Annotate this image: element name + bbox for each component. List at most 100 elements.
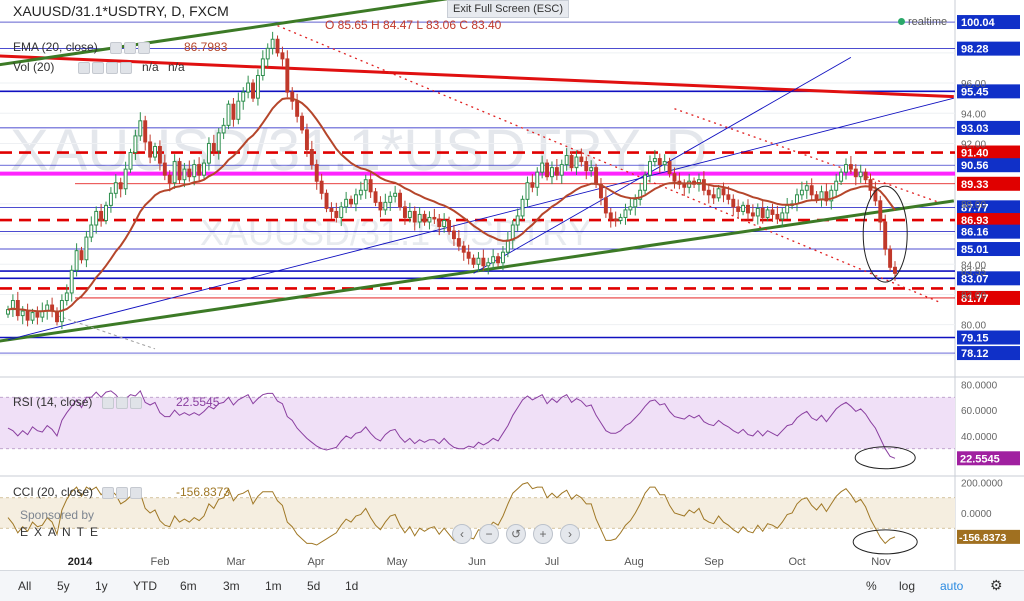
candle-body: [182, 168, 187, 181]
candle-body: [775, 213, 780, 220]
zoom-out-icon[interactable]: −: [479, 524, 499, 544]
x-axis-label: Jul: [545, 556, 559, 568]
range-6m[interactable]: 6m: [180, 579, 197, 593]
candle-body: [236, 100, 241, 120]
candle-body: [309, 149, 314, 166]
candle-body: [74, 250, 79, 271]
candle-body: [157, 145, 162, 164]
price-label: 81.77: [961, 293, 989, 305]
price-label: 79.15: [961, 333, 989, 345]
ema-hide-icon[interactable]: [124, 42, 136, 54]
ema-legend: EMA (20, close): [13, 40, 98, 54]
price-chart[interactable]: XAUUSD/31.1*USDTRY, DXAUUSD/31.1*USDTRY1…: [0, 0, 1024, 570]
candle-body: [324, 192, 329, 209]
candle-body: [221, 124, 226, 134]
candle-body: [275, 38, 280, 54]
range-5y[interactable]: 5y: [57, 579, 70, 593]
price-label-box: [957, 120, 1020, 135]
candle-body: [564, 155, 569, 166]
candle-body: [344, 198, 349, 208]
chevron-right-icon[interactable]: ›: [560, 524, 580, 544]
candle-body: [559, 164, 564, 176]
price-tick: 88.00: [961, 200, 986, 211]
price-label-box: [957, 242, 1020, 257]
x-axis-label: Apr: [307, 556, 324, 568]
vol-settings-icon[interactable]: [78, 62, 90, 74]
candle-body: [295, 100, 300, 117]
candle-body: [633, 198, 638, 208]
candle-body: [133, 135, 138, 154]
x-axis-label: Mar: [227, 556, 246, 568]
range-1d[interactable]: 1d: [345, 579, 359, 593]
sponsor-logo[interactable]: EXANTE: [20, 525, 105, 539]
candle-body: [603, 197, 608, 214]
candle-body: [540, 162, 545, 173]
candle-body: [701, 179, 706, 191]
zoom-in-icon[interactable]: +: [533, 524, 553, 544]
cci-close-icon[interactable]: [130, 487, 142, 499]
candle-body: [809, 185, 814, 196]
vol-value-1: n/a: [142, 60, 159, 74]
green-support-line: [0, 199, 955, 343]
bottom-toolbar: All 5y 1y YTD 6m 3m 1m 5d 1d % log auto …: [0, 570, 1024, 601]
candle-body: [721, 188, 726, 196]
candle-body: [177, 161, 182, 181]
range-1m[interactable]: 1m: [265, 579, 282, 593]
range-3m[interactable]: 3m: [223, 579, 240, 593]
candle-body: [197, 164, 202, 176]
candle-body: [246, 82, 251, 93]
candle-body: [652, 158, 657, 163]
candle-body: [819, 191, 824, 200]
range-ytd[interactable]: YTD: [133, 579, 157, 593]
candle-body: [765, 209, 770, 218]
rsi-settings-icon[interactable]: [102, 397, 114, 409]
gear-icon[interactable]: ⚙: [990, 577, 1003, 593]
ema-settings-icon[interactable]: [110, 42, 122, 54]
candle-body: [285, 58, 290, 93]
auto-toggle[interactable]: auto: [940, 579, 964, 593]
candle-body: [461, 245, 466, 253]
vol-legend: Vol (20): [13, 60, 55, 74]
candle-body: [402, 206, 407, 218]
rsi-hide-icon[interactable]: [116, 397, 128, 409]
log-toggle[interactable]: log: [899, 579, 916, 593]
candle-body: [451, 230, 456, 240]
candle-body: [363, 179, 368, 191]
candle-body: [99, 210, 104, 221]
realtime-label: realtime: [908, 16, 948, 28]
candle-body: [94, 210, 99, 226]
percent-toggle[interactable]: %: [866, 579, 877, 593]
vol-more-icon[interactable]: [120, 62, 132, 74]
ema-close-icon[interactable]: [138, 42, 150, 54]
vol-close-icon[interactable]: [106, 62, 118, 74]
range-all[interactable]: All: [18, 579, 32, 593]
candle-body: [755, 207, 760, 217]
vol-hide-icon[interactable]: [92, 62, 104, 74]
sponsor-label: Sponsored by: [20, 508, 95, 522]
candle-body: [623, 209, 628, 218]
candle-body: [79, 250, 84, 261]
rsi-line: [7, 390, 896, 459]
range-5d[interactable]: 5d: [307, 579, 321, 593]
candle-body: [594, 167, 599, 185]
cci-settings-icon[interactable]: [102, 487, 114, 499]
exit-fullscreen-button[interactable]: Exit Full Screen (ESC): [447, 0, 569, 18]
range-1y[interactable]: 1y: [95, 579, 108, 593]
candle-body: [486, 262, 491, 267]
candle-body: [608, 212, 613, 220]
reset-icon[interactable]: ↺: [506, 524, 526, 544]
realtime-dot-icon: [898, 18, 905, 25]
candle-body: [535, 171, 540, 188]
cci-tick: 0.0000: [961, 509, 992, 520]
chart-background: [0, 0, 1024, 570]
cci-hide-icon[interactable]: [116, 487, 128, 499]
candle-body: [883, 221, 888, 250]
candle-body: [643, 174, 648, 191]
candle-body: [613, 218, 618, 221]
price-label: 90.56: [961, 160, 989, 172]
candle-body: [657, 158, 662, 166]
rsi-close-icon[interactable]: [130, 397, 142, 409]
chevron-left-icon[interactable]: ‹: [452, 524, 472, 544]
candle-body: [579, 156, 584, 163]
candle-body: [437, 218, 442, 228]
